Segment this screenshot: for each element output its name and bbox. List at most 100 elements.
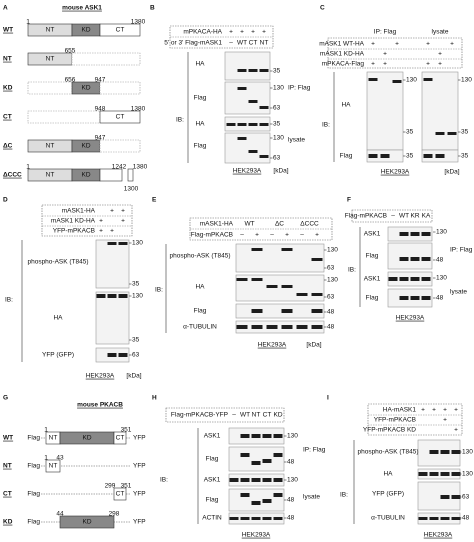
header-mark: WT [240, 412, 250, 419]
header-mark: + [443, 417, 447, 424]
construct-name: KD [3, 85, 13, 92]
size-marker: 35 [406, 153, 414, 160]
antibody-label: Flag [194, 95, 207, 102]
band [421, 232, 431, 236]
band [248, 69, 258, 72]
header-mark: + [395, 41, 399, 48]
band [240, 453, 250, 457]
band [440, 472, 450, 476]
header-label: Flag-mPKACB [191, 232, 233, 239]
band [226, 123, 236, 126]
band [259, 155, 269, 158]
band [259, 123, 269, 126]
blot-panel [366, 71, 404, 151]
header-mark: CT [263, 412, 272, 419]
residue-number: 1300 [124, 186, 139, 193]
band [440, 450, 450, 454]
cell-line: HEK293A [233, 168, 262, 175]
band [410, 232, 420, 236]
header-mark: CT [249, 40, 258, 47]
residue-number: 1 [26, 19, 30, 26]
construct-name: KD [3, 519, 13, 526]
domain-box [27, 110, 101, 124]
size-marker: 35 [406, 129, 414, 136]
tag-label: YFP [133, 519, 146, 526]
size-marker: 63 [273, 155, 281, 162]
panel-label: H [152, 395, 157, 402]
residue-number: 1380 [131, 19, 146, 26]
header-label: mPKACA-HA [183, 29, 222, 36]
header-mark: – [229, 40, 233, 47]
domain-box [99, 110, 141, 124]
domain-box [99, 23, 141, 37]
header-mark: ΔC [275, 221, 284, 228]
band [118, 353, 128, 357]
band [240, 517, 250, 520]
band [107, 353, 117, 357]
band [410, 296, 420, 300]
ib-label: IB: [155, 287, 163, 294]
band [296, 325, 308, 329]
header-mark: + [285, 232, 289, 239]
header-mark: + [450, 41, 454, 48]
band [421, 257, 431, 261]
blot-panel [387, 242, 433, 270]
band [429, 517, 439, 520]
header-label: 5' or 3' Flag-mASK1 [164, 40, 222, 47]
band [421, 277, 431, 281]
band [388, 277, 398, 281]
header-mark: + [99, 228, 103, 235]
band [429, 472, 439, 476]
blot-panel [235, 243, 325, 273]
header-mark: + [110, 228, 114, 235]
construct-name: ΔCCC [3, 172, 22, 179]
group-label: lysate [432, 29, 449, 36]
band [418, 472, 428, 476]
blot-panel [235, 320, 325, 334]
blot-panel [228, 446, 285, 472]
header-mark: WT [244, 221, 254, 228]
band [273, 453, 283, 457]
header-mark: + [315, 232, 319, 239]
antibody-label: ASK1 [364, 276, 381, 283]
band [251, 517, 261, 520]
band [251, 325, 263, 329]
unit-label: [kDa] [273, 168, 288, 175]
band [237, 123, 247, 126]
band [240, 478, 250, 482]
band [421, 296, 431, 300]
header-mark: + [426, 61, 430, 68]
blot-panel [421, 71, 459, 151]
size-marker: 63 [273, 105, 281, 112]
band [236, 278, 248, 281]
residue-number: 1242 [112, 164, 127, 171]
band [311, 309, 323, 313]
band [451, 450, 461, 454]
domain-box [27, 81, 73, 95]
band [273, 434, 283, 438]
blot-panel [95, 291, 130, 345]
header-label: mASK1 WT-HA [319, 41, 364, 48]
band [248, 123, 258, 126]
band [418, 517, 428, 520]
band [435, 132, 445, 135]
header-box [367, 403, 463, 436]
domain-box [71, 52, 141, 66]
header-box [327, 37, 463, 69]
antibody-label: HA [195, 61, 205, 68]
size-marker: 48 [327, 324, 335, 331]
blot-panel [228, 488, 285, 512]
band [251, 278, 263, 281]
antibody-label: phospho-ASK (T845) [169, 253, 230, 260]
header-label: mASK1 KD-HA [51, 218, 96, 225]
band [107, 242, 117, 245]
header-mark: + [229, 29, 233, 36]
header-label: YFP-mPKACB KD [363, 427, 416, 434]
band [96, 294, 106, 298]
band [423, 154, 433, 158]
residue-number: 656 [65, 77, 76, 84]
band [399, 277, 409, 281]
blot-panel [235, 303, 325, 319]
domain-label: CT [116, 114, 125, 121]
blot-panel [387, 226, 433, 242]
